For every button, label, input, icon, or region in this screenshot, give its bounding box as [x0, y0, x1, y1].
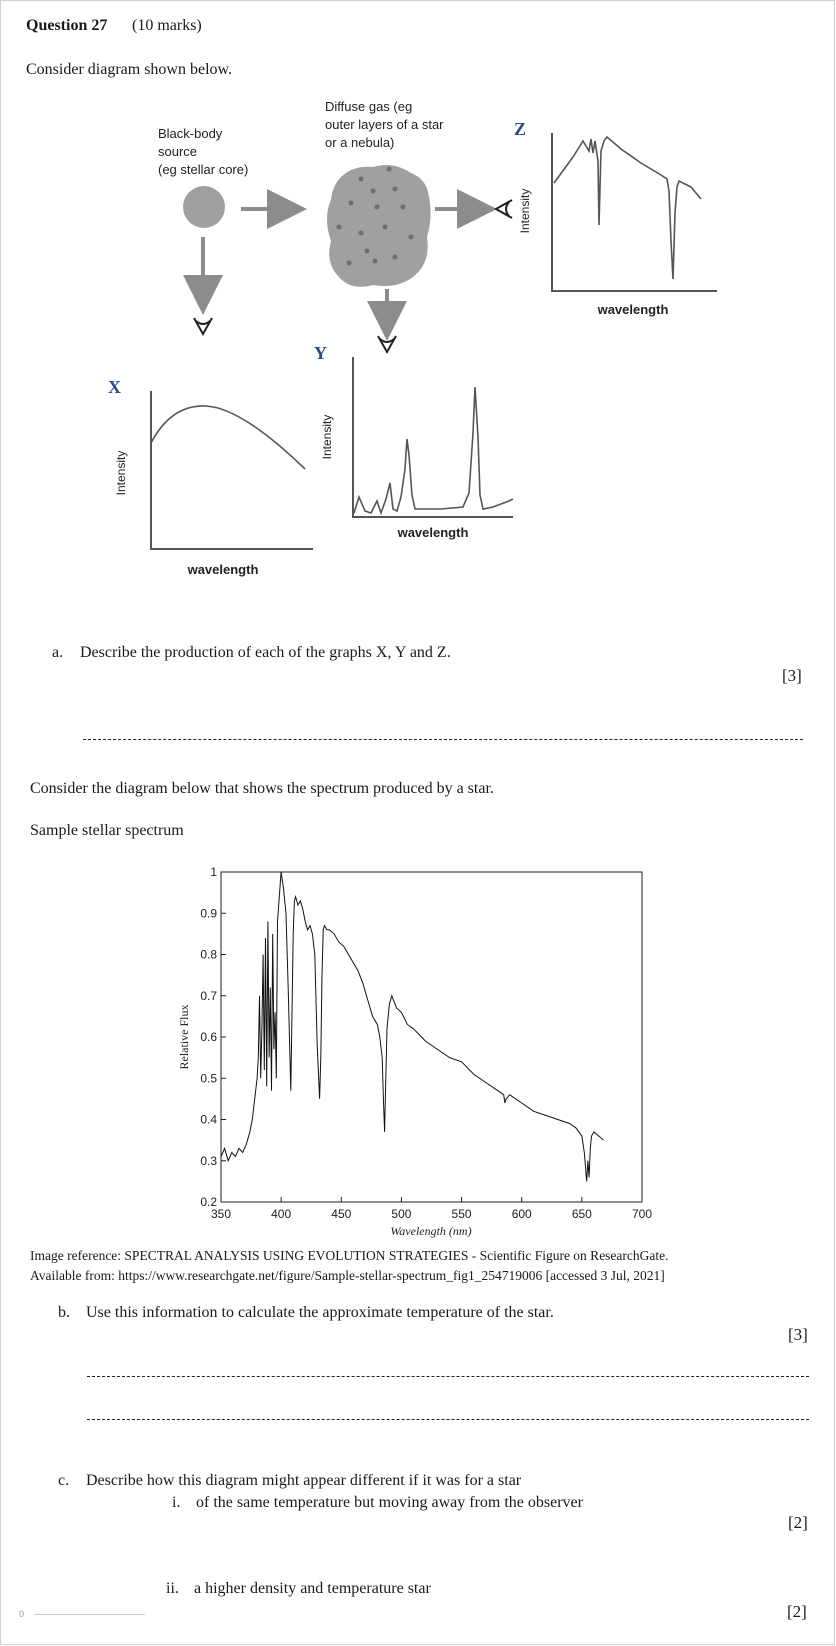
x-tick-label: 400	[271, 1207, 291, 1221]
graph-z-xlabel: wavelength	[597, 302, 669, 317]
graph-x-letter: X	[108, 377, 121, 397]
x-tick-label: 600	[512, 1207, 532, 1221]
gas-label-1: Diffuse gas (eg	[325, 99, 412, 114]
graph-y-xlabel: wavelength	[397, 525, 469, 540]
y-tick-label: 0.9	[200, 906, 217, 920]
part-b-label: b.	[58, 1304, 70, 1321]
question-intro: Consider diagram shown below.	[26, 61, 233, 78]
part-b-text: Use this information to calculate the ap…	[86, 1304, 554, 1321]
blackbody-label-2: source	[158, 144, 197, 159]
y-tick-label: 0.3	[200, 1154, 217, 1168]
graph-z: Intensity wavelength	[518, 133, 717, 317]
answer-line-a[interactable]	[83, 739, 803, 740]
chart-ylabel: Relative Flux	[177, 1005, 191, 1070]
page-number: 0	[19, 1609, 25, 1619]
part-c-i-marks: [2]	[788, 1513, 808, 1532]
part-c-ii-marks: [2]	[787, 1602, 807, 1621]
spectrum-intro: Consider the diagram below that shows th…	[30, 780, 494, 797]
reference-line-1: Image reference: SPECTRAL ANALYSIS USING…	[30, 1248, 669, 1263]
gas-particles	[336, 166, 414, 266]
gas-label-3: or a nebula)	[325, 135, 394, 150]
blackbody-source-circle	[183, 186, 225, 228]
x-tick-label: 550	[452, 1207, 472, 1221]
question-title: Question 27	[26, 17, 108, 34]
graph-z-ylabel: Intensity	[518, 189, 532, 234]
x-tick-label: 500	[391, 1207, 411, 1221]
chart-xlabel: Wavelength (nm)	[390, 1224, 471, 1238]
observer-eye-y-icon	[377, 335, 397, 355]
part-a-text: Describe the production of each of the g…	[80, 644, 451, 661]
x-tick-label: 350	[211, 1207, 231, 1221]
part-c-ii-text: a higher density and temperature star	[194, 1580, 431, 1597]
graph-y-ylabel: Intensity	[320, 415, 334, 460]
part-a-marks: [3]	[782, 666, 802, 685]
stellar-spectrum-chart: 0.2 0.3 0.4 0.5 0.6 0.7 0.8 0.9 1 350 400 450 500 55…	[177, 865, 652, 1238]
y-tick-label: 0.7	[200, 989, 217, 1003]
graph-x-ylabel: Intensity	[114, 451, 128, 496]
footer-rule	[35, 1614, 145, 1615]
spectrum-series-line	[220, 871, 604, 1182]
part-a-label: a.	[52, 644, 64, 661]
answer-line-b-1[interactable]	[87, 1376, 809, 1377]
part-b-marks: [3]	[788, 1325, 808, 1344]
graph-z-letter: Z	[514, 119, 526, 139]
blackbody-label-1: Black-body	[158, 126, 223, 141]
x-tick-label: 700	[632, 1207, 652, 1221]
y-axis-ticks: 0.2 0.3 0.4 0.5 0.6 0.7 0.8 0.9 1	[200, 865, 226, 1209]
spectra-formation-diagram: Black-body source (eg stellar core) Diff…	[108, 99, 717, 577]
x-tick-label: 450	[331, 1207, 351, 1221]
blackbody-label-3: (eg stellar core)	[158, 162, 248, 177]
y-tick-label: 0.4	[200, 1113, 217, 1127]
y-tick-label: 0.8	[200, 948, 217, 962]
observer-eye-x-icon	[193, 317, 213, 337]
question-marks: (10 marks)	[132, 17, 202, 34]
gas-label-2: outer layers of a star	[325, 117, 444, 132]
diffuse-gas-cloud	[327, 165, 431, 287]
reference-line-2: Available from: https://www.researchgate…	[30, 1268, 665, 1283]
observer-eye-z-icon	[493, 199, 513, 219]
x-axis-ticks: 350 400 450 500 550 600 650 700	[211, 1197, 652, 1221]
graph-x: Intensity wavelength	[114, 391, 313, 577]
y-tick-label: 0.2	[200, 1195, 217, 1209]
part-c-text: Describe how this diagram might appear d…	[86, 1472, 522, 1489]
y-tick-label: 1	[210, 865, 217, 879]
answer-line-b-2[interactable]	[87, 1419, 809, 1420]
graph-x-xlabel: wavelength	[187, 562, 259, 577]
graph-y-letter: Y	[314, 343, 327, 363]
y-tick-label: 0.6	[200, 1030, 217, 1044]
part-c-ii-label: ii.	[166, 1580, 179, 1597]
y-tick-label: 0.5	[200, 1071, 217, 1085]
spectrum-caption: Sample stellar spectrum	[30, 822, 184, 839]
part-c-i-label: i.	[172, 1494, 181, 1511]
part-c-label: c.	[58, 1472, 70, 1489]
graph-y: Intensity wavelength	[320, 357, 514, 540]
plot-frame	[220, 871, 643, 1203]
part-c-i-text: of the same temperature but moving away …	[196, 1494, 583, 1511]
x-tick-label: 650	[572, 1207, 592, 1221]
